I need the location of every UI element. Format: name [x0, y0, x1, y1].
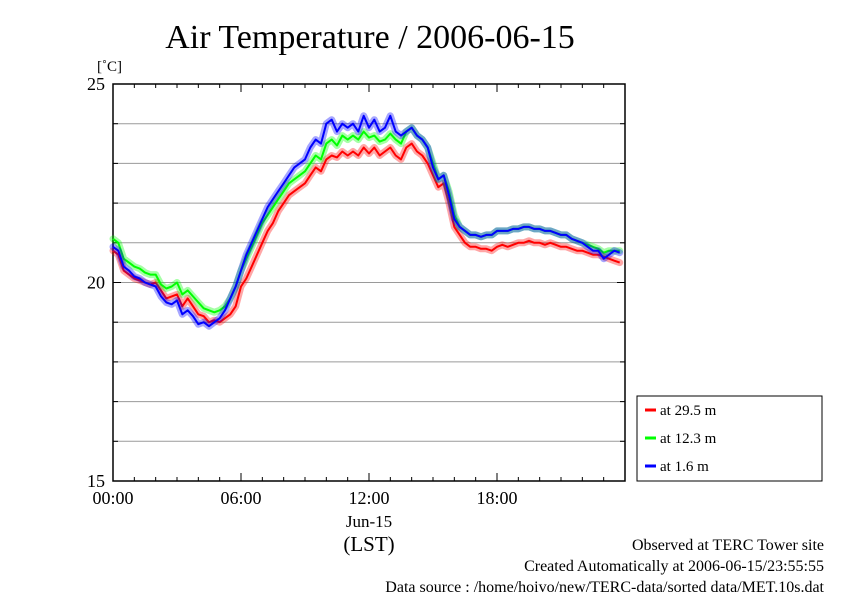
- x-axis-date-label: Jun-15: [346, 512, 392, 531]
- x-tick-label: 06:00: [220, 488, 261, 508]
- chart-title: Air Temperature / 2006-06-15: [165, 19, 575, 56]
- series-line: [109, 140, 624, 326]
- footer-observed-site: Observed at TERC Tower site: [632, 537, 824, 554]
- data-series: [109, 112, 624, 330]
- x-tick-label: 18:00: [476, 488, 517, 508]
- x-tick-label: 00:00: [92, 488, 133, 508]
- legend-label: at 29.5 m: [660, 403, 717, 419]
- y-tick-label: 15: [87, 471, 105, 491]
- y-axis: 15 20 25: [87, 74, 625, 491]
- legend: at 29.5 m at 12.3 m at 1.6 m: [636, 395, 823, 482]
- series-line-core: [112, 142, 621, 324]
- series-line: [109, 112, 624, 330]
- x-axis: 00:00 06:00 12:00 18:00: [92, 84, 626, 508]
- footer-data-source: Data source : /home/hoivo/new/TERC-data/…: [385, 579, 824, 595]
- footer-created-timestamp: Created Automatically at 2006-06-15/23:5…: [524, 558, 824, 575]
- series-line-core: [112, 114, 621, 328]
- gridlines: [113, 123, 625, 442]
- legend-box: [636, 395, 823, 482]
- y-tick-label: 25: [87, 74, 105, 94]
- y-tick-label: 20: [87, 273, 105, 293]
- y-axis-unit-label: [˚C]: [97, 59, 122, 75]
- x-tick-label: 12:00: [348, 488, 389, 508]
- legend-label: at 12.3 m: [660, 431, 717, 447]
- x-axis-unit-label: (LST): [343, 532, 394, 556]
- legend-label: at 1.6 m: [660, 459, 709, 475]
